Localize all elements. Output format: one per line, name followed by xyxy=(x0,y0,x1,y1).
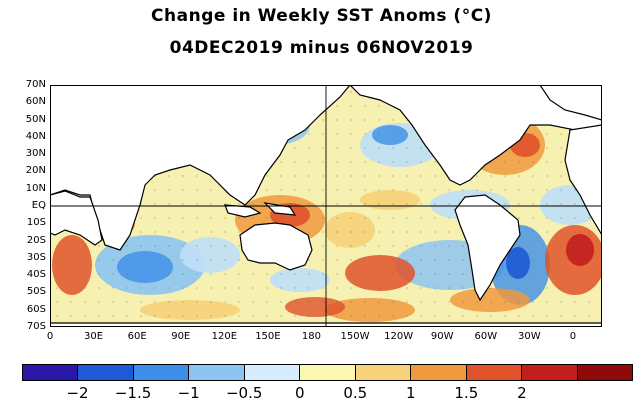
lat-label: 70S xyxy=(26,321,46,332)
map-border xyxy=(50,85,602,327)
lon-label: 90E xyxy=(171,331,191,342)
sst-anomaly-map xyxy=(50,85,602,327)
colorbar-swatch xyxy=(244,365,301,380)
lat-label: 60N xyxy=(25,96,46,108)
lat-label: 30S xyxy=(26,251,46,263)
lat-label: 40S xyxy=(26,269,46,281)
colorbar-tick-label: 0.5 xyxy=(343,384,368,402)
colorbar-swatch xyxy=(78,365,134,380)
colorbar-swatch xyxy=(23,365,79,380)
lon-label: 150W xyxy=(340,331,370,342)
colorbar-tick-label: 1 xyxy=(406,384,416,402)
colorbar xyxy=(22,364,633,381)
colorbar-swatch xyxy=(189,365,245,380)
lon-label: 60E xyxy=(127,331,147,342)
lon-label: 30E xyxy=(84,331,104,342)
colorbar-swatch xyxy=(522,365,578,380)
colorbar-swatch xyxy=(133,365,190,380)
colorbar-swatch xyxy=(411,365,467,380)
lat-label: 50S xyxy=(26,286,46,298)
colorbar-tick-label: −0.5 xyxy=(225,384,263,402)
lat-label: 50N xyxy=(25,113,46,125)
colorbar-swatch xyxy=(466,365,523,380)
colorbar-tick-label: 0 xyxy=(294,384,305,402)
lat-label: 60S xyxy=(26,303,46,315)
lon-label: 0 xyxy=(569,331,577,342)
lon-label: 180 xyxy=(301,331,322,342)
lon-label: 90W xyxy=(430,331,454,342)
colorbar-swatch xyxy=(577,365,632,380)
colorbar-tick-label: 2 xyxy=(517,384,527,402)
lat-label: 70N xyxy=(25,79,46,90)
lon-label: 0 xyxy=(46,331,54,342)
map-title: Change in Weekly SST Anoms (°C) xyxy=(151,6,492,26)
lat-label: 40N xyxy=(25,130,46,142)
lat-label: 10S xyxy=(26,217,46,229)
colorbar-swatch xyxy=(355,365,412,380)
lon-label: 150E xyxy=(255,331,281,342)
map-subtitle: 04DEC2019 minus 06NOV2019 xyxy=(169,38,474,58)
lat-label: 20S xyxy=(26,234,46,246)
lat-label: 20N xyxy=(25,165,46,177)
colorbar-tick-label: 1.5 xyxy=(454,384,479,402)
colorbar-tick-label: −2 xyxy=(66,384,89,402)
lon-label: 120W xyxy=(384,331,414,342)
lat-label: 10N xyxy=(25,182,46,194)
lon-label: 120E xyxy=(211,331,238,342)
lat-label: EQ xyxy=(31,200,46,211)
colorbar-tick-label: −1.5 xyxy=(114,384,152,402)
colorbar-swatch xyxy=(300,365,356,380)
lon-label: 30W xyxy=(518,331,541,342)
lat-label: 30N xyxy=(25,148,46,160)
colorbar-tick-label: −1 xyxy=(177,384,200,402)
lon-label: 60W xyxy=(474,331,498,342)
